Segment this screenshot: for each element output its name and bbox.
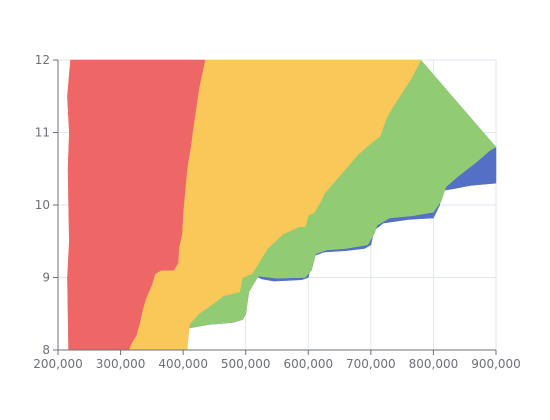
- y-tick-label: 9: [42, 271, 50, 285]
- y-tick-label: 12: [35, 53, 50, 67]
- y-tick-label: 8: [42, 343, 50, 357]
- x-tick-label: 800,000: [409, 357, 459, 371]
- x-tick-label: 900,000: [471, 357, 521, 371]
- y-tick-label: 10: [35, 198, 50, 212]
- x-tick-label: 500,000: [221, 357, 271, 371]
- x-tick-label: 400,000: [158, 357, 208, 371]
- x-tick-label: 300,000: [96, 357, 146, 371]
- series-layer: [67, 59, 497, 351]
- axis-layer: 200,000 300,000 400,000 500,000 600,000 700,0…: [33, 53, 521, 371]
- x-tick-label: 600,000: [283, 357, 333, 371]
- series-band-4[interactable]: [67, 59, 206, 351]
- x-tick-label: 700,000: [346, 357, 396, 371]
- x-tick-label: 200,000: [33, 357, 83, 371]
- y-tick-label: 11: [35, 126, 50, 140]
